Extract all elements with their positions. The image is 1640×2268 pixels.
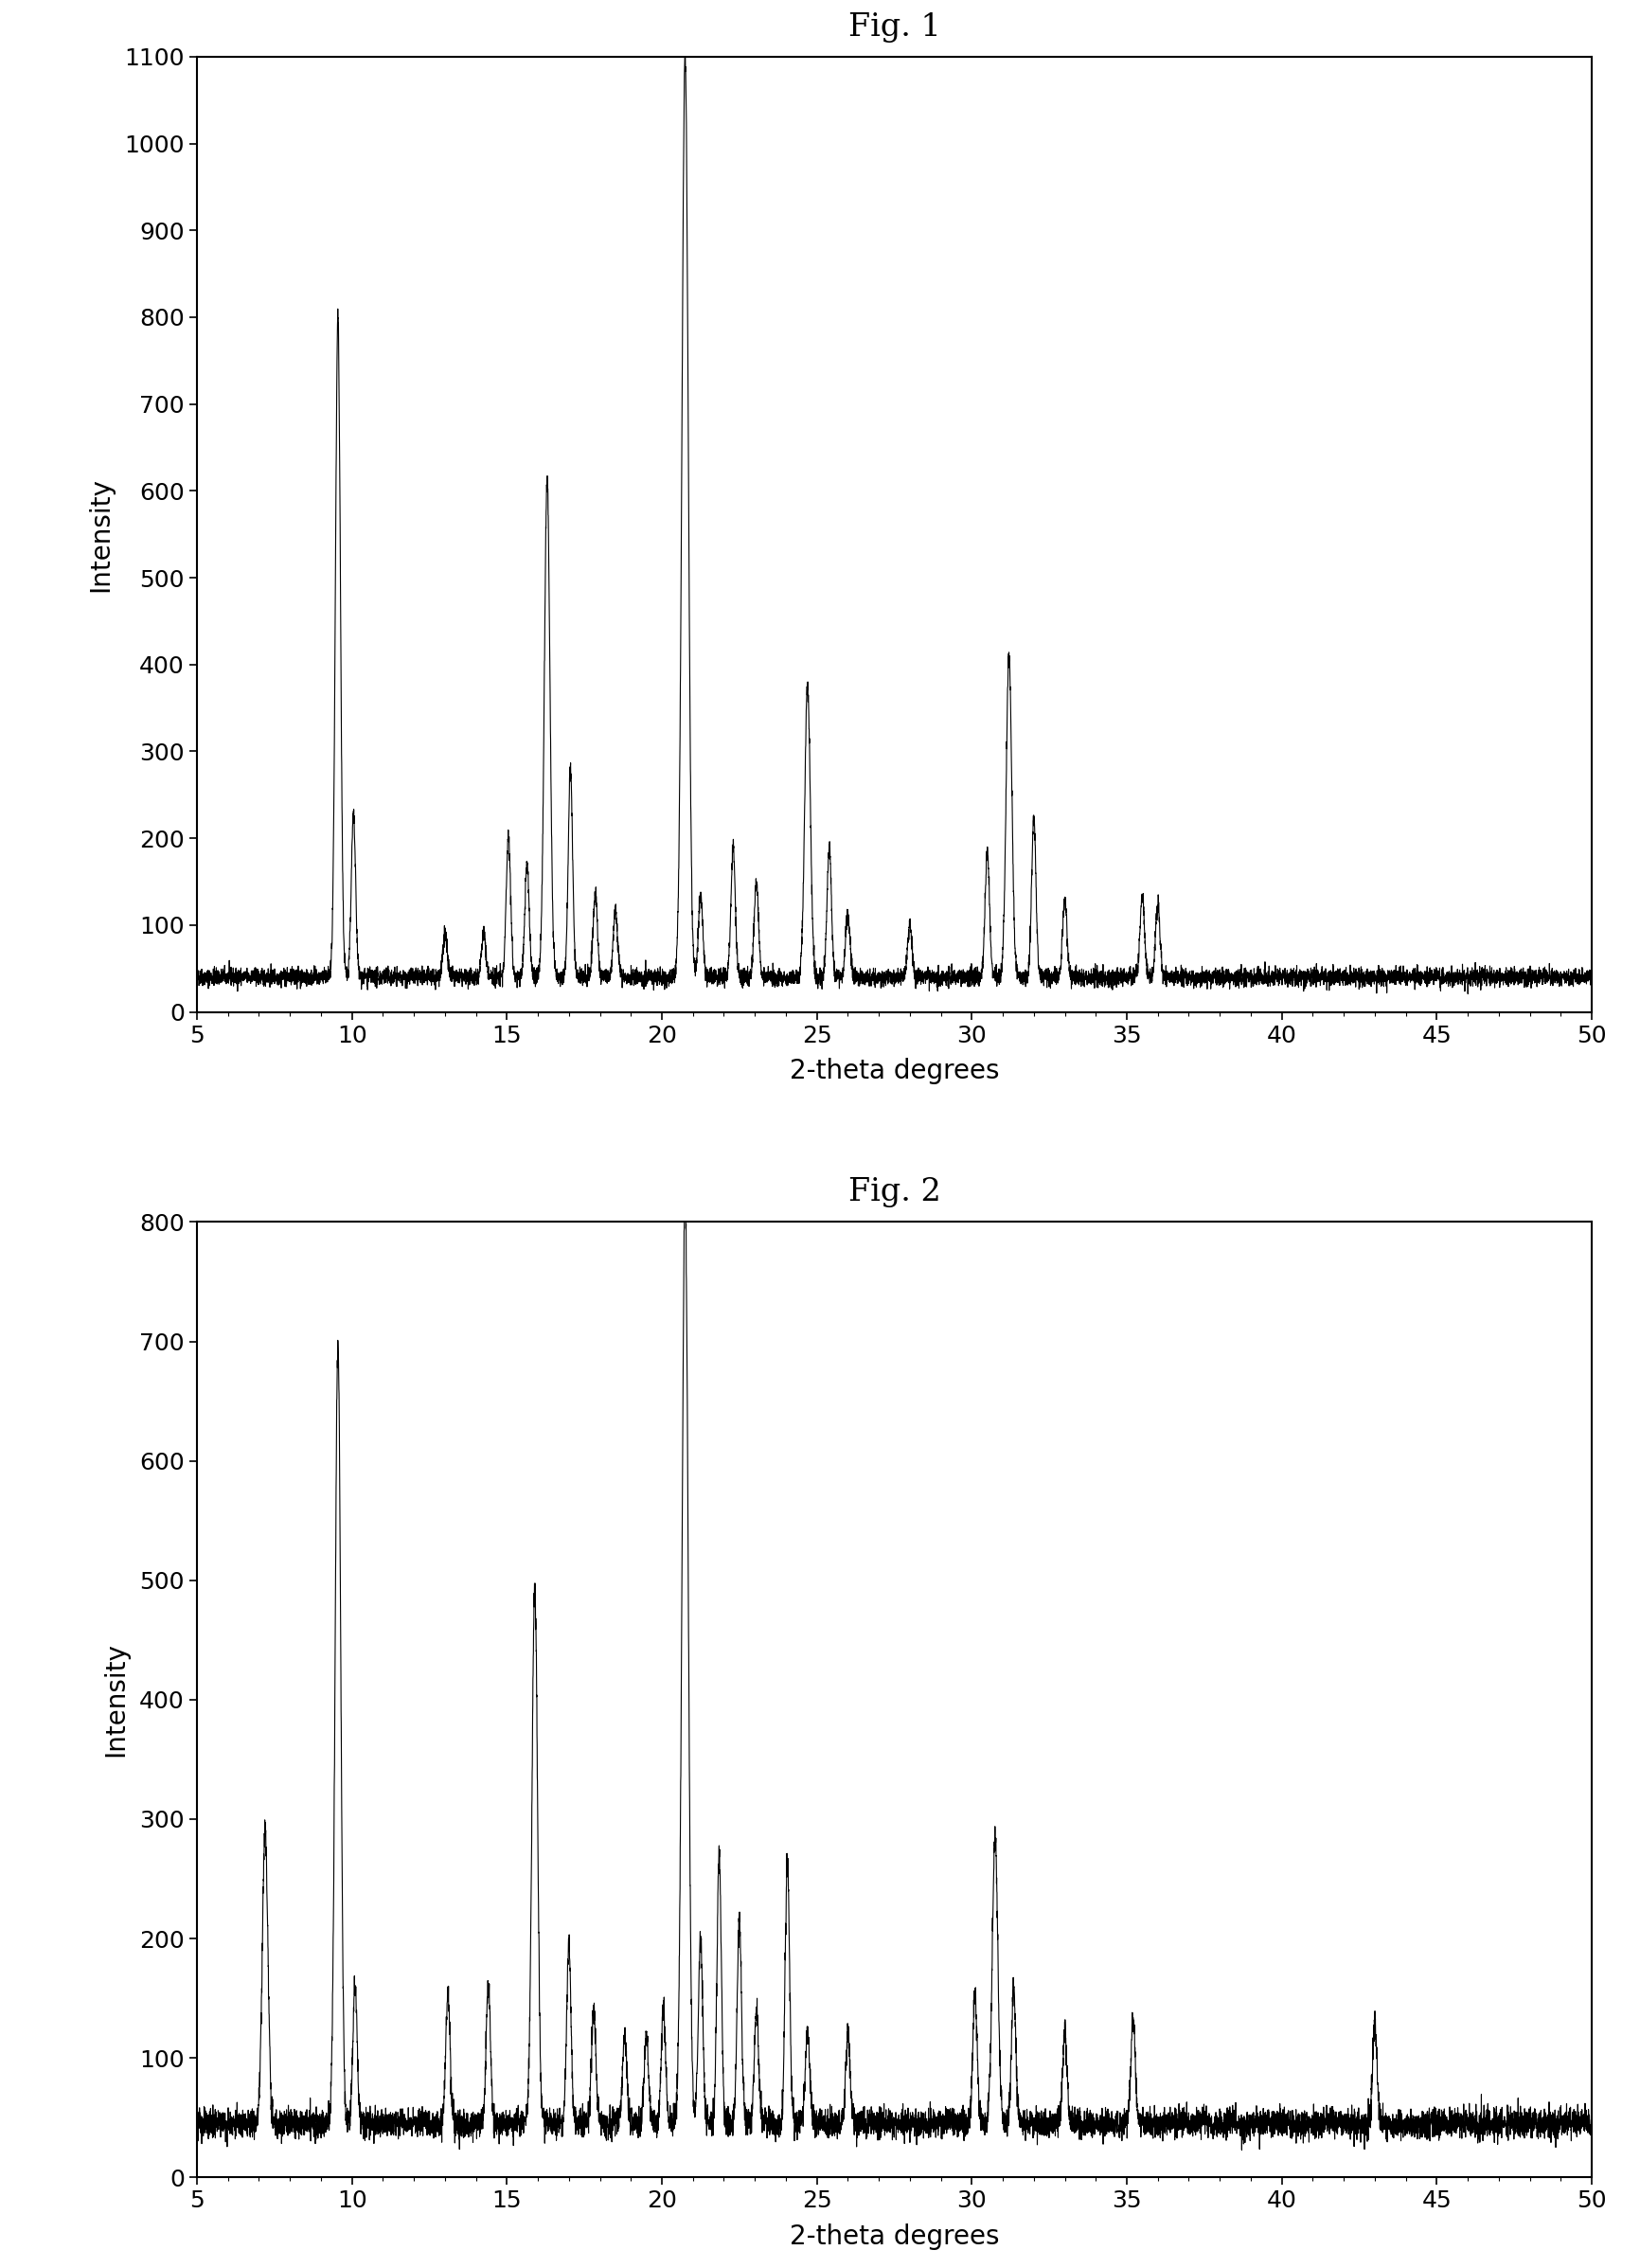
Y-axis label: Intensity: Intensity [87,476,113,592]
Title: Fig. 2: Fig. 2 [848,1177,940,1207]
X-axis label: 2-theta degrees: 2-theta degrees [789,2223,999,2250]
Title: Fig. 1: Fig. 1 [848,11,940,43]
X-axis label: 2-theta degrees: 2-theta degrees [789,1057,999,1084]
Y-axis label: Intensity: Intensity [102,1642,128,1758]
